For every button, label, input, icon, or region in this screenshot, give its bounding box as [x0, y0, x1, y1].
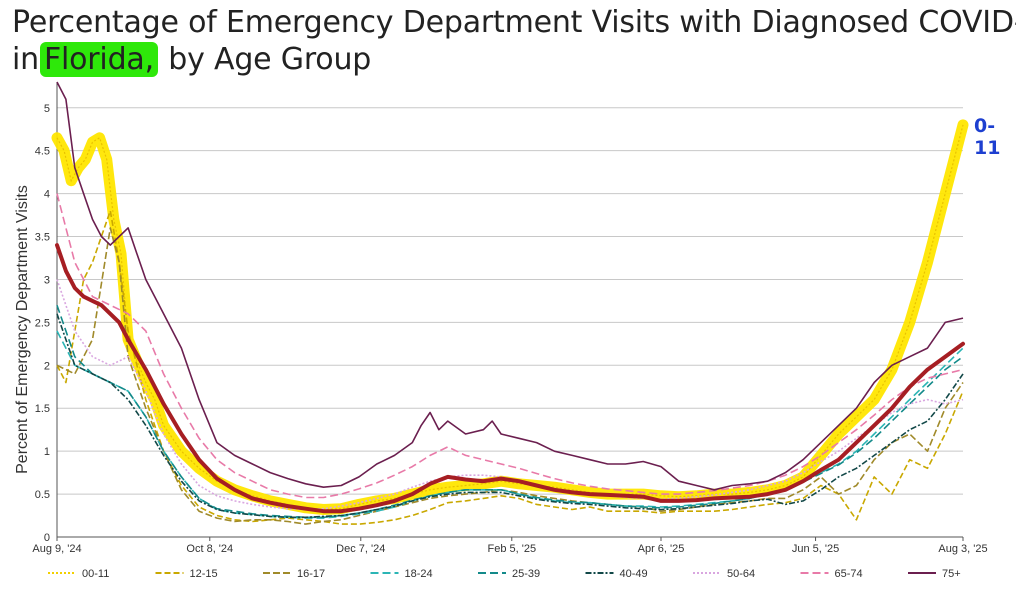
x-tick-label: Dec 7, '24	[336, 543, 385, 555]
series-line-12-15	[56, 210, 964, 525]
legend-label-25-39: 25-39	[512, 568, 540, 580]
y-tick-label: 2	[44, 360, 50, 372]
x-tick-label: Feb 5, '25	[487, 543, 536, 555]
title-line-2: in Florida, by Age Group	[12, 41, 1016, 78]
title-highlight-florida: Florida,	[39, 42, 158, 77]
series-line-all-ages	[55, 243, 965, 514]
x-tick-label: Jun 5, '25	[792, 543, 839, 555]
legend-label-16-17: 16-17	[297, 568, 325, 580]
x-tick-label: Aug 9, '24	[32, 543, 81, 555]
series-line-50-64	[56, 279, 964, 511]
series-line-65-74	[56, 193, 964, 499]
chart-title: Percentage of Emergency Department Visit…	[12, 4, 1016, 78]
y-tick-label: 0.5	[35, 489, 50, 501]
legend-label-18-24: 18-24	[405, 568, 433, 580]
series-line-00-11	[56, 124, 964, 511]
series-line-75-	[56, 81, 964, 491]
title-suffix: by Age Group	[168, 42, 372, 77]
x-tick-label: Aug 3, '25	[938, 543, 987, 555]
y-tick-label: 1.5	[35, 403, 50, 415]
title-line-1: Percentage of Emergency Department Visit…	[12, 5, 1016, 40]
y-tick-label: 2.5	[35, 317, 50, 329]
y-tick-label: 3	[44, 274, 50, 286]
title-in: in	[12, 42, 39, 77]
legend-label-00-11: 00-11	[82, 568, 109, 580]
legend-label-40-49: 40-49	[620, 568, 648, 580]
y-axis-label: Percent of Emergency Department Visits	[14, 185, 31, 474]
x-tick-label: Oct 8, '24	[186, 543, 233, 555]
legend-label-65-74: 65-74	[835, 568, 863, 580]
annotation-0-11: 0-11	[974, 115, 1001, 159]
x-tick-label: Apr 6, '25	[638, 543, 685, 555]
legend-label-75-: 75+	[942, 568, 961, 580]
series-line-40-49	[56, 313, 964, 519]
y-tick-label: 4.5	[35, 146, 50, 158]
series-line-18-24	[56, 330, 964, 519]
legend-label-50-64: 50-64	[727, 568, 755, 580]
y-tick-label: 5	[44, 103, 50, 115]
y-tick-label: 0	[44, 532, 50, 544]
series-line-25-39	[56, 304, 964, 519]
y-tick-label: 4	[44, 189, 50, 201]
y-tick-label: 3.5	[35, 232, 50, 244]
y-tick-label: 1	[44, 446, 50, 458]
legend-label-12-15: 12-15	[190, 568, 218, 580]
